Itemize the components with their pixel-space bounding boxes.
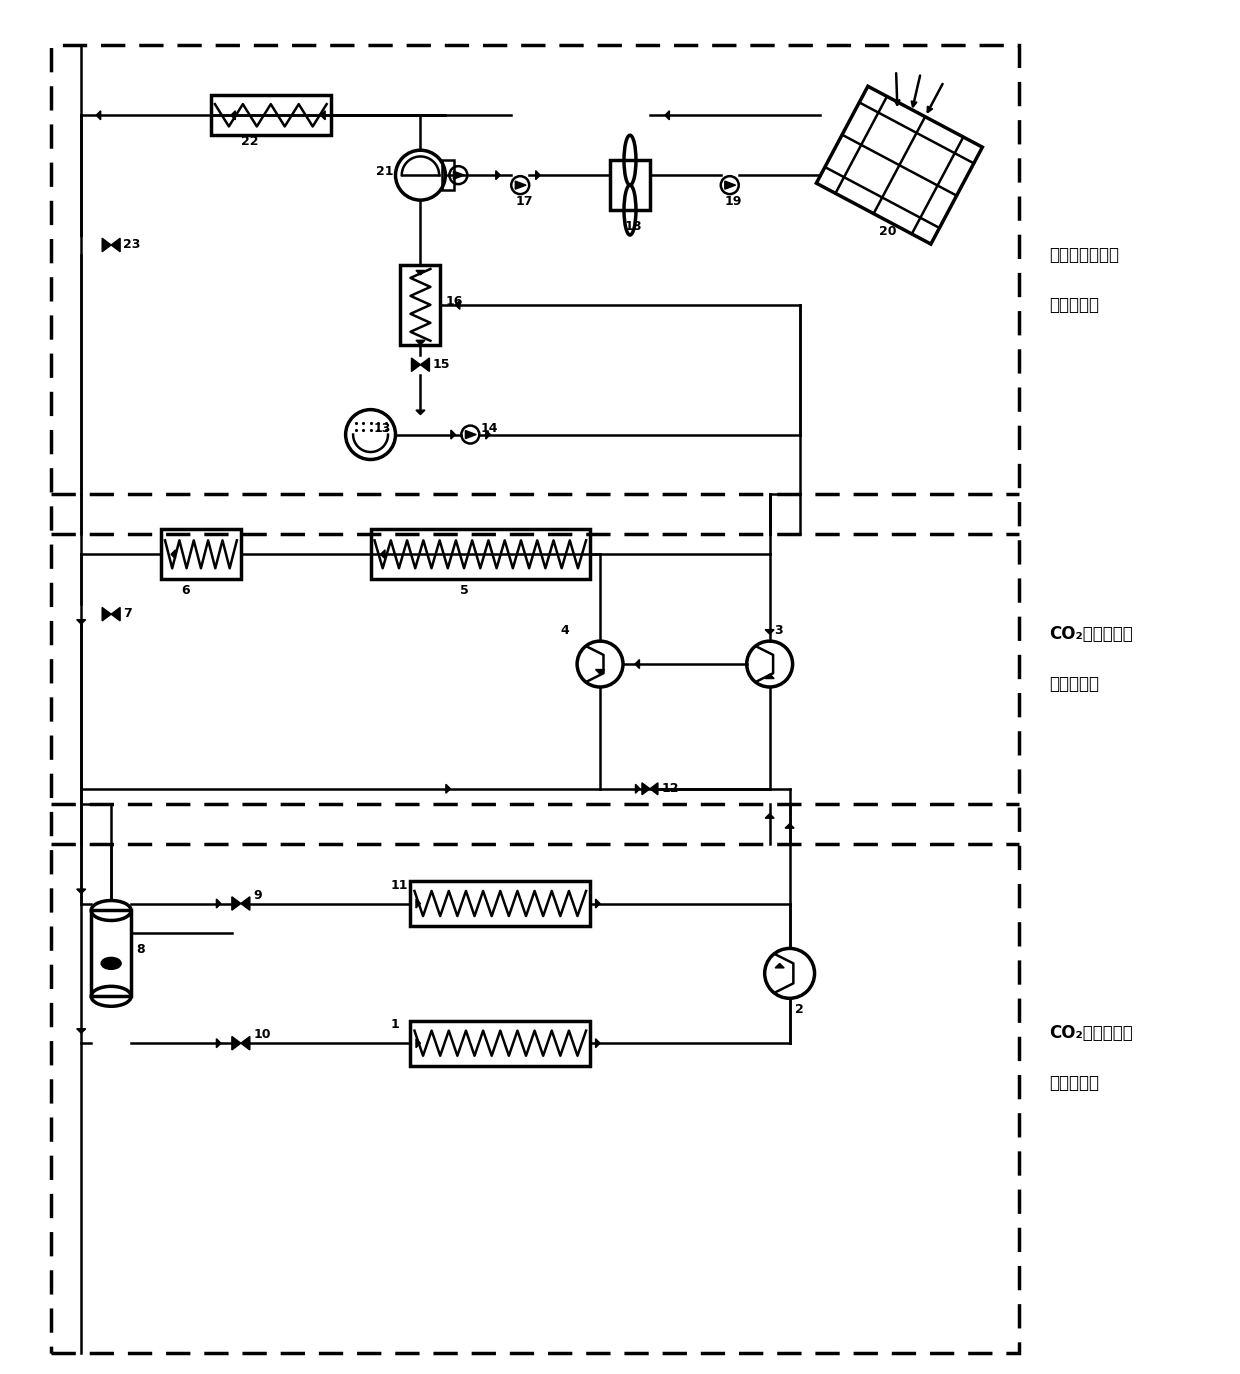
Polygon shape: [765, 629, 774, 635]
Bar: [610, 161, 650, 210]
Text: 22: 22: [241, 135, 258, 148]
Polygon shape: [420, 359, 429, 371]
Bar: [92, 911, 131, 996]
Polygon shape: [595, 1039, 600, 1048]
Polygon shape: [241, 1036, 249, 1050]
Text: 2: 2: [795, 1003, 804, 1017]
Polygon shape: [465, 430, 476, 438]
Text: 10: 10: [254, 1028, 272, 1041]
Text: 23: 23: [123, 238, 140, 251]
Bar: [401, 265, 440, 345]
Polygon shape: [455, 301, 460, 309]
Polygon shape: [112, 238, 120, 251]
Polygon shape: [415, 341, 425, 345]
Text: 20: 20: [879, 225, 897, 238]
Text: 的一级压缩: 的一级压缩: [1049, 1074, 1099, 1092]
Polygon shape: [77, 1029, 86, 1033]
Polygon shape: [642, 783, 650, 794]
Text: 13: 13: [373, 422, 391, 434]
Text: 11: 11: [391, 878, 408, 892]
Bar: [410, 1021, 590, 1066]
Polygon shape: [595, 669, 605, 675]
Polygon shape: [765, 813, 774, 818]
Polygon shape: [321, 111, 325, 120]
Bar: [371, 529, 590, 580]
Polygon shape: [217, 899, 221, 908]
Text: 8: 8: [136, 944, 145, 956]
Polygon shape: [635, 660, 640, 669]
Text: CO₂跨临界循环: CO₂跨临界循环: [1049, 625, 1133, 643]
Polygon shape: [171, 550, 176, 559]
Polygon shape: [765, 675, 774, 679]
Text: 9: 9: [254, 889, 263, 901]
Polygon shape: [102, 607, 112, 621]
Polygon shape: [102, 238, 112, 251]
Bar: [441, 161, 454, 190]
Polygon shape: [232, 897, 241, 910]
Text: 18: 18: [625, 220, 642, 234]
Polygon shape: [217, 1039, 221, 1048]
Polygon shape: [496, 170, 500, 180]
Polygon shape: [415, 1039, 420, 1048]
Polygon shape: [381, 550, 386, 559]
Text: 的二级压缩: 的二级压缩: [1049, 675, 1099, 692]
Polygon shape: [725, 181, 735, 190]
Text: 17: 17: [516, 195, 533, 207]
Polygon shape: [451, 430, 455, 440]
Text: CO₂跨临界循环: CO₂跨临界循环: [1049, 1024, 1133, 1043]
Polygon shape: [650, 783, 658, 794]
Polygon shape: [232, 1036, 241, 1050]
Text: 14: 14: [480, 422, 497, 434]
Polygon shape: [516, 181, 526, 190]
Polygon shape: [536, 170, 541, 180]
Text: 16: 16: [445, 295, 463, 308]
Text: 19: 19: [724, 195, 742, 207]
Polygon shape: [112, 607, 120, 621]
Text: 21: 21: [376, 165, 393, 179]
Polygon shape: [241, 897, 249, 910]
Text: 7: 7: [123, 607, 131, 620]
Polygon shape: [665, 111, 670, 120]
Polygon shape: [97, 111, 100, 120]
Polygon shape: [415, 409, 425, 415]
Polygon shape: [595, 899, 600, 908]
Polygon shape: [775, 963, 784, 967]
Polygon shape: [785, 823, 794, 829]
Polygon shape: [635, 785, 640, 793]
Polygon shape: [486, 430, 490, 440]
Text: 5: 5: [460, 584, 469, 598]
Bar: [161, 529, 241, 580]
Text: 式过冷系统: 式过冷系统: [1049, 295, 1099, 313]
Bar: [410, 881, 590, 926]
Bar: [211, 95, 331, 135]
Text: 6: 6: [181, 584, 190, 598]
Text: 12: 12: [662, 782, 680, 794]
Polygon shape: [415, 271, 425, 275]
Ellipse shape: [102, 958, 122, 970]
Polygon shape: [415, 899, 420, 908]
Polygon shape: [77, 620, 86, 624]
Polygon shape: [412, 359, 420, 371]
Polygon shape: [231, 111, 236, 120]
Polygon shape: [446, 785, 450, 793]
Text: 1: 1: [391, 1018, 399, 1032]
Text: 15: 15: [433, 357, 450, 371]
Text: 太阳能驱动吸收: 太阳能驱动吸收: [1049, 246, 1118, 264]
Polygon shape: [454, 172, 464, 179]
Text: 3: 3: [775, 624, 784, 638]
Text: 4: 4: [560, 624, 569, 638]
Polygon shape: [77, 889, 86, 893]
